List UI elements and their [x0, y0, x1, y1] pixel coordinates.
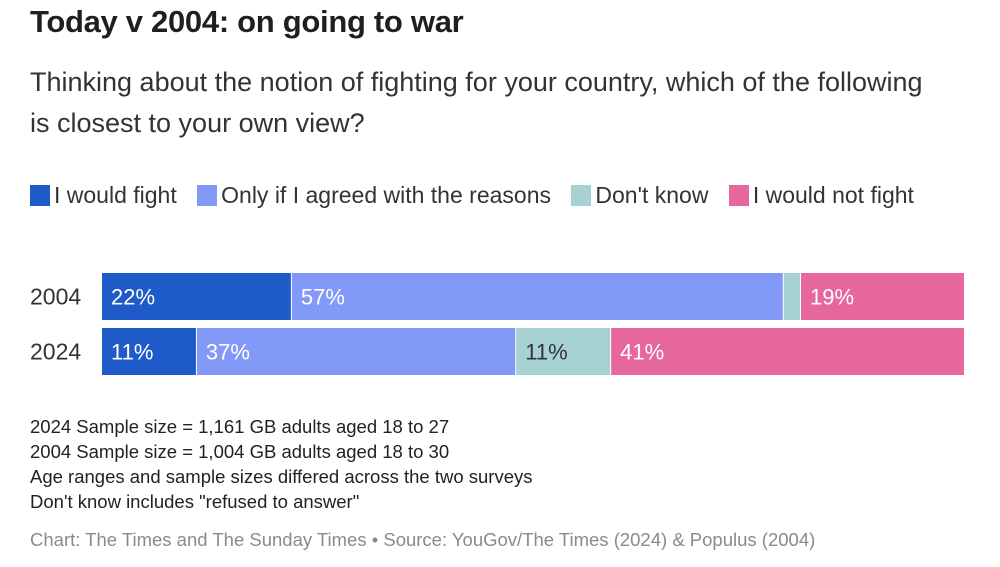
bar-segment-2004-2: [783, 273, 801, 320]
legend-label-dont-know: Don't know: [595, 182, 709, 208]
bar-label-2004-0: 22%: [111, 285, 155, 310]
legend-swatch-only-if-agreed: [197, 185, 218, 206]
bar-segment-2004-1: [291, 273, 783, 320]
bar-segment-2004-3: [801, 273, 964, 320]
bar-segment-2024-1: [196, 328, 516, 375]
bar-label-2024-1: 37%: [206, 340, 250, 365]
chart-subtitle: Thinking about the notion of fighting fo…: [30, 67, 923, 138]
bar-label-2024-3: 41%: [620, 340, 664, 365]
legend-label-would-not-fight: I would not fight: [752, 182, 914, 208]
legend-item-dont-know: Don't know: [571, 182, 708, 208]
legend-swatch-fight: [30, 185, 50, 206]
legend-swatch-dont-know: [571, 185, 592, 206]
legend: I would fight Only if I agreed with the …: [30, 176, 930, 214]
note-dont-know: Don't know includes "refused to answer": [30, 491, 360, 512]
stacked-bar-chart: 2004 22% 57% 19% 2024 11% 37% 11% 41%: [30, 273, 964, 375]
bar-segment-2024-3: [611, 328, 964, 375]
chart-notes: 2024 Sample size = 1,161 GB adults aged …: [30, 414, 533, 514]
note-sample-2024: 2024 Sample size = 1,161 GB adults aged …: [30, 416, 450, 437]
legend-item-would-not-fight: I would not fight: [728, 182, 914, 208]
year-label-2004: 2004: [30, 284, 81, 310]
legend-label-fight: I would fight: [54, 182, 177, 208]
chart-title: Today v 2004: on going to war: [30, 4, 464, 39]
note-sample-2004: 2004 Sample size = 1,004 GB adults aged …: [30, 441, 450, 462]
note-age-ranges: Age ranges and sample sizes differed acr…: [30, 466, 533, 487]
bar-label-2004-1: 57%: [301, 285, 345, 310]
chart-source: Chart: The Times and The Sunday Times • …: [30, 529, 816, 550]
bar-label-2004-3: 19%: [810, 285, 854, 310]
bar-segment-2024-0: [102, 328, 196, 375]
bar-label-2024-0: 11%: [111, 340, 153, 365]
legend-item-fight: I would fight: [30, 182, 177, 208]
year-label-2024: 2024: [30, 339, 81, 365]
bar-segment-2024-2: [516, 328, 611, 375]
bar-segment-2004-0: [102, 273, 291, 320]
legend-item-only-if-agreed: Only if I agreed with the reasons: [197, 182, 551, 208]
legend-label-only-if-agreed: Only if I agreed with the reasons: [221, 182, 551, 208]
legend-swatch-would-not-fight: [728, 185, 749, 206]
bar-label-2024-2: 11%: [525, 340, 567, 365]
